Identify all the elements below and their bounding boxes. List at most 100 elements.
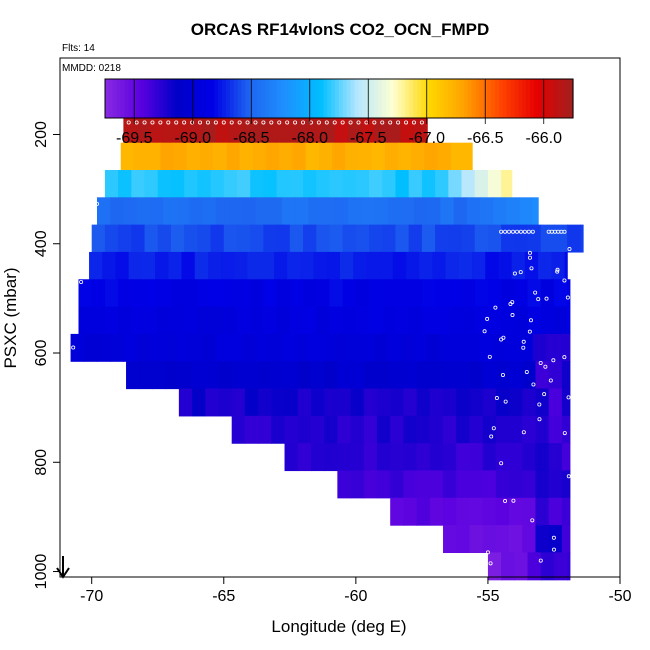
heatmap-cell: [390, 388, 404, 417]
heatmap-cell: [527, 279, 542, 308]
colorbar-tick-label: -67.0: [409, 130, 446, 147]
heatmap-cell: [223, 279, 238, 308]
heatmap-cell: [168, 251, 183, 280]
heatmap-cell: [532, 333, 547, 362]
heatmap-cell: [266, 142, 280, 171]
sample-point: [126, 120, 131, 125]
colorbar-segment: [300, 79, 305, 118]
heatmap-cell: [321, 197, 336, 226]
heatmap-cell: [363, 361, 378, 390]
heatmap-cell: [548, 470, 563, 499]
heatmap-cell: [165, 361, 180, 390]
heatmap-cell: [337, 361, 352, 390]
heatmap-cell: [163, 197, 177, 226]
heatmap-cell: [234, 251, 249, 280]
heatmap-cell: [382, 169, 397, 198]
heatmap-cell: [268, 115, 283, 144]
sample-point: [485, 316, 490, 321]
sample-point: [527, 250, 532, 255]
colorbar-segment: [463, 79, 469, 118]
heatmap-cell: [197, 169, 212, 198]
x-axis-label: Longitude (deg E): [271, 617, 406, 636]
heatmap-cell: [155, 251, 169, 280]
heatmap-cell: [303, 306, 317, 335]
heatmap-cell: [509, 415, 523, 444]
heatmap-cell: [580, 224, 584, 253]
heatmap-cell: [363, 470, 378, 499]
heatmap-cell: [136, 197, 151, 226]
colorbar-segment: [440, 79, 445, 118]
heatmap-cells: [70, 115, 584, 581]
heatmap-cell: [448, 169, 463, 198]
heatmap-cell: [527, 306, 542, 335]
heatmap-cell: [184, 224, 198, 253]
heatmap-cell: [501, 306, 515, 335]
heatmap-cell: [387, 197, 402, 226]
heatmap-cell: [213, 142, 228, 171]
heatmap-cell: [379, 251, 394, 280]
heatmap-cell: [78, 279, 93, 308]
heatmap-cell: [271, 388, 286, 417]
heatmap-cell: [509, 388, 523, 417]
colorbar-segment: [506, 79, 512, 118]
sample-point: [507, 229, 512, 234]
heatmap-cell: [152, 361, 167, 390]
heatmap-cell: [363, 388, 378, 417]
heatmap-cell: [149, 333, 164, 362]
heatmap-cell: [186, 142, 201, 171]
heatmap-cell: [255, 115, 270, 144]
heatmap-cell: [374, 197, 389, 226]
heatmap-cell: [408, 169, 423, 198]
heatmap-cell: [369, 279, 383, 308]
heatmap-cell: [535, 388, 550, 417]
heatmap-cell: [548, 497, 563, 526]
heatmap-cell: [443, 361, 457, 390]
heatmap-cell: [263, 169, 278, 198]
colorbar-segment: [175, 79, 180, 118]
heatmap-cell: [522, 388, 537, 417]
colorbar-segment: [417, 79, 422, 118]
heatmap-cell: [310, 388, 325, 417]
heatmap-cell: [369, 224, 383, 253]
colorbar-segment: [448, 79, 453, 118]
heatmap-cell: [194, 251, 209, 280]
heatmap-cell: [493, 197, 508, 226]
heatmap-cell: [403, 470, 418, 499]
heatmap-cell: [178, 361, 193, 390]
heatmap-cell: [437, 142, 452, 171]
colorbar-segment: [253, 79, 258, 118]
heatmap-cell: [527, 552, 542, 581]
heatmap-cell: [514, 224, 529, 253]
heatmap-cell: [229, 115, 243, 144]
heatmap-cell: [456, 361, 471, 390]
sample-point: [487, 354, 492, 359]
heatmap-cell: [170, 169, 185, 198]
heatmap-cell: [131, 224, 146, 253]
heatmap-cell: [295, 115, 309, 144]
x-tick-label: -60: [344, 588, 367, 605]
colorbar-segment: [518, 79, 523, 118]
heatmap-cell: [482, 497, 497, 526]
heatmap-cell: [413, 115, 428, 144]
sample-point: [551, 358, 556, 363]
heatmap-cell: [157, 169, 172, 198]
heatmap-cell: [123, 197, 138, 226]
heatmap-cell: [561, 497, 571, 526]
colorbar-segment: [128, 79, 133, 118]
heatmap-cell: [487, 279, 502, 308]
heatmap-cell: [258, 415, 272, 444]
colorbar-segment: [378, 79, 383, 118]
sample-point: [529, 266, 534, 271]
heatmap-cell: [289, 169, 304, 198]
heatmap-cell: [110, 197, 124, 226]
heatmap-cell: [548, 361, 563, 390]
heatmap-cell: [350, 415, 365, 444]
heatmap-cell: [255, 197, 270, 226]
heatmap-cell: [70, 333, 85, 362]
sample-point: [551, 547, 556, 552]
heatmap-cell: [136, 115, 151, 144]
heatmap-cell: [498, 251, 513, 280]
heatmap-cell: [469, 361, 484, 390]
heatmap-cell: [308, 115, 323, 144]
